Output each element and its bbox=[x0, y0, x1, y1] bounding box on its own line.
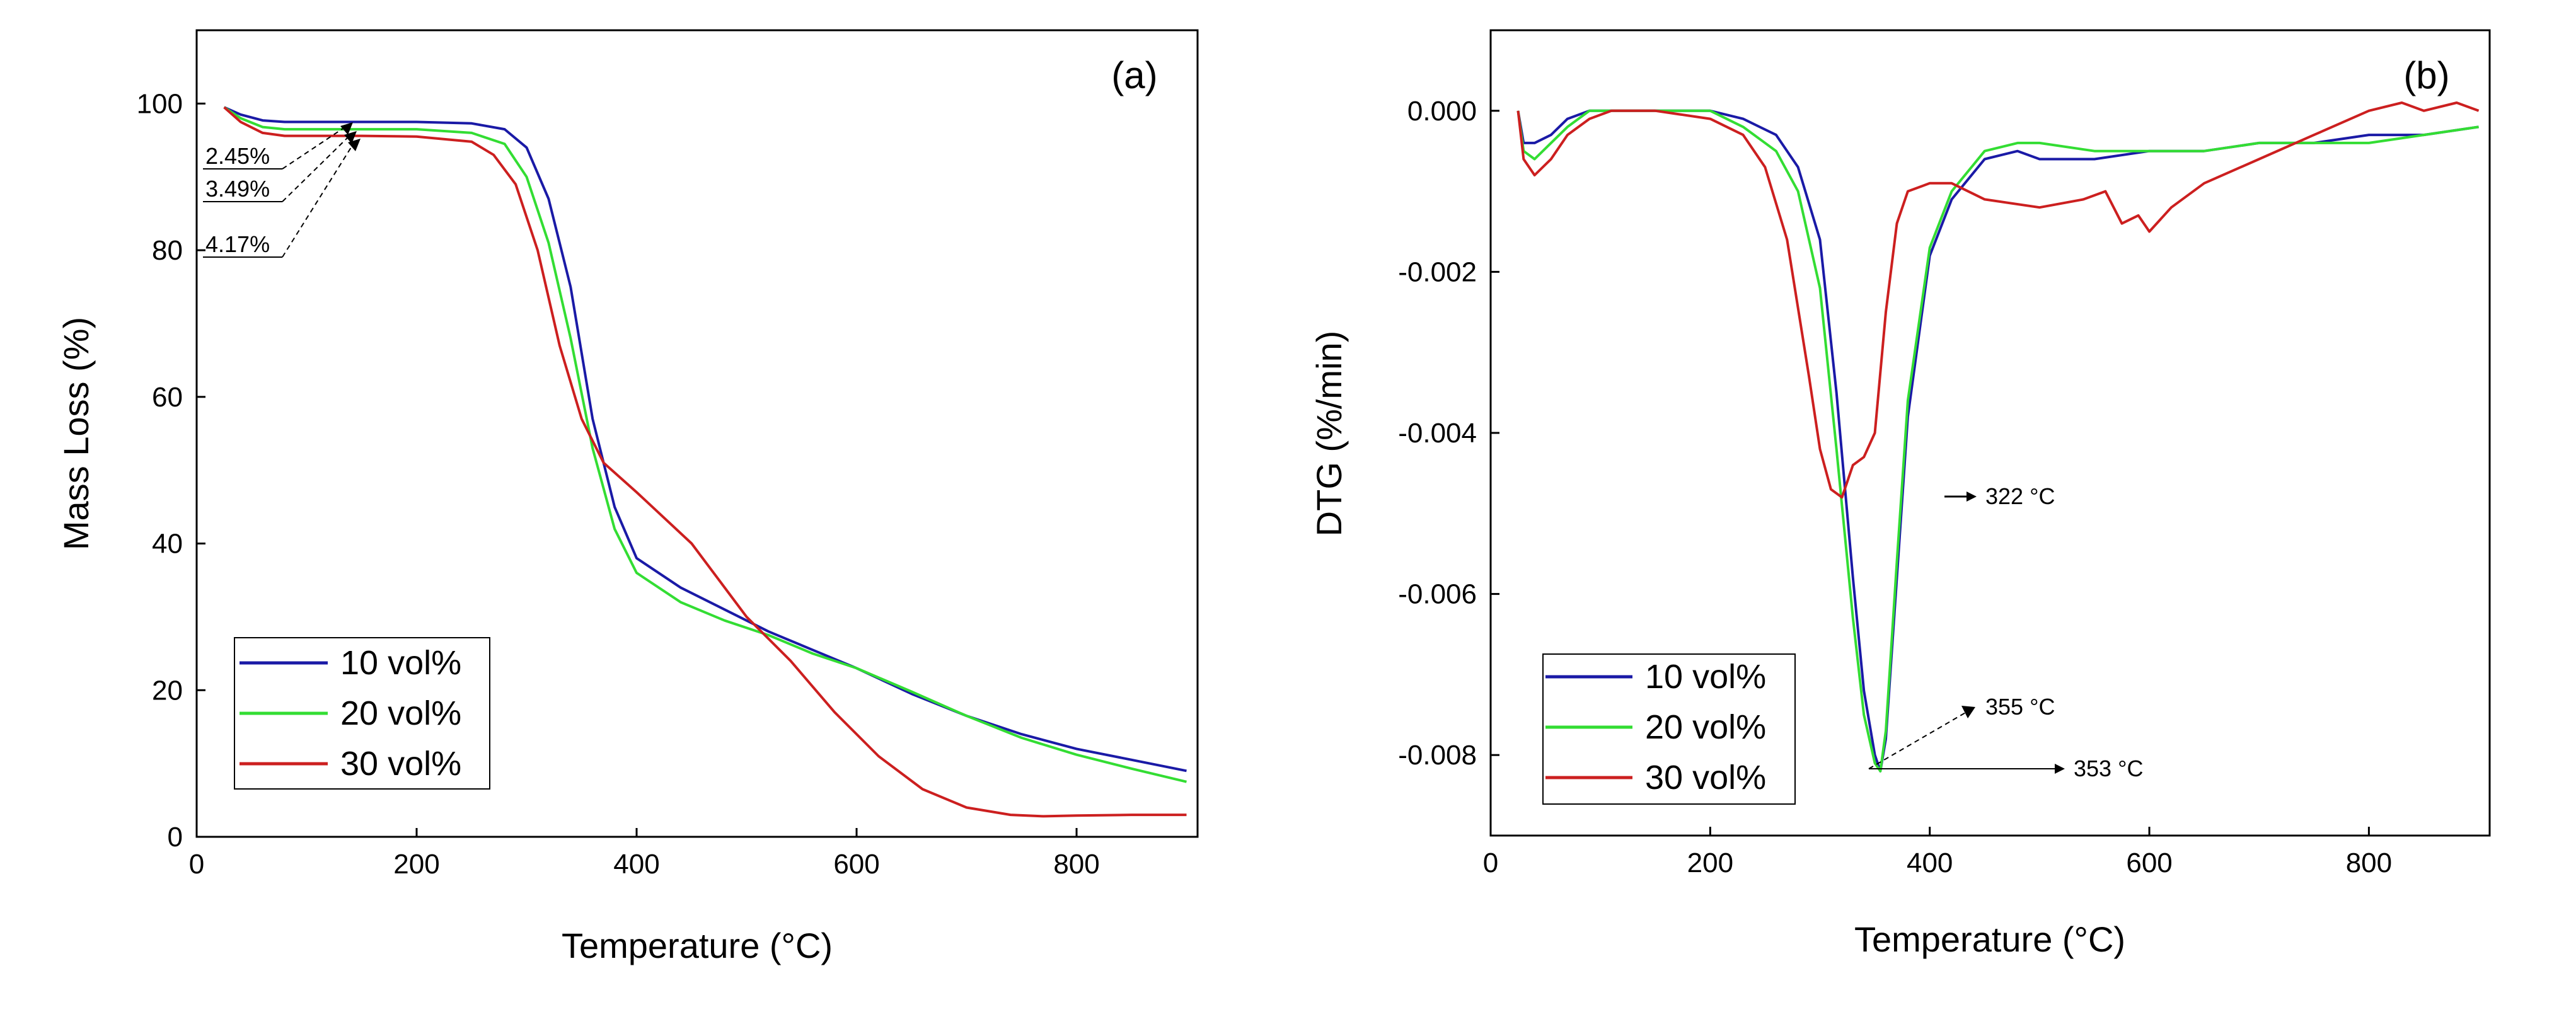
panel-b-y-tick-label: -0.008 bbox=[1398, 740, 1477, 771]
panel-b-x-tick-label: 400 bbox=[1907, 848, 1953, 878]
panel-b-x-tick-label: 800 bbox=[2346, 848, 2392, 878]
panel-b-y-axis-label: DTG (%/min) bbox=[1309, 331, 1349, 537]
annotation-leader-20 bbox=[282, 134, 351, 202]
annotation-arrowheads bbox=[340, 122, 353, 135]
annotation-mass-loss-10: 2.45% bbox=[205, 143, 270, 169]
annotation-leader-30 bbox=[282, 142, 355, 258]
annotation-leader-10 bbox=[282, 125, 347, 170]
panel-b-x-tick-label: 200 bbox=[1687, 848, 1733, 878]
annotation-355-arrowhead bbox=[1961, 706, 1975, 718]
panel-a-legend-label-20: 20 vol% bbox=[340, 694, 461, 732]
panel-a-legend-label-30: 30 vol% bbox=[340, 745, 461, 783]
panel-a-legend: 10 vol% 20 vol% 30 vol% bbox=[234, 637, 490, 790]
annotation-arrowheads-2 bbox=[344, 131, 357, 144]
panel-a-x-tick-label: 800 bbox=[1053, 849, 1099, 880]
panel-a-annotations: 2.45% 3.49% 4.17% bbox=[203, 122, 361, 258]
panel-b-legend: 10 vol% 20 vol% 30 vol% bbox=[1542, 653, 1796, 805]
panel-b-y-tick-label: 0.000 bbox=[1407, 96, 1477, 127]
panel-b-label: (b) bbox=[2403, 54, 2449, 96]
panel-b-legend-box bbox=[1542, 653, 1796, 805]
panel-b: 0 200 400 600 800 0.000 -0.002 -0.004 -0.006 -0.… bbox=[1309, 29, 2491, 959]
panel-b-x-axis-label: Temperature (°C) bbox=[1854, 919, 2125, 959]
panel-b-series-line-30-volpct bbox=[1516, 101, 2480, 499]
panel-a-x-tick-label: 600 bbox=[833, 849, 879, 880]
panel-a-label: (a) bbox=[1111, 54, 1157, 96]
panel-b-y-tick-label: -0.006 bbox=[1398, 579, 1477, 610]
panel-b-series-line-20-volpct bbox=[1516, 109, 2479, 773]
panel-a: 0 200 400 600 800 0 20 40 60 80 100 (a) Temperatu… bbox=[56, 29, 1199, 965]
annotation-355-arrow bbox=[1868, 711, 1967, 769]
panel-b-x-tick-label: 600 bbox=[2126, 848, 2172, 878]
panel-a-y-tick-label: 20 bbox=[152, 675, 183, 706]
panel-a-y-tick-label: 0 bbox=[168, 822, 183, 853]
panel-a-y-axis-label: Mass Loss (%) bbox=[56, 317, 96, 550]
annotation-peak-355: 355 °C bbox=[1985, 694, 2055, 720]
panel-b-legend-label-10: 10 vol% bbox=[1645, 658, 1766, 696]
panel-a-series-line-30-volpct bbox=[223, 106, 1187, 818]
panel-a-y-tick-label: 40 bbox=[152, 529, 183, 560]
panel-a-x-tick-label: 0 bbox=[189, 849, 204, 880]
panel-a-y-tick-label: 100 bbox=[137, 88, 183, 119]
panel-b-y-tick-label: -0.002 bbox=[1398, 256, 1477, 287]
panel-a-y-tick-label: 60 bbox=[152, 382, 183, 413]
panel-a-y-tick-label: 80 bbox=[152, 235, 183, 266]
annotation-353-arrowhead bbox=[2055, 764, 2065, 774]
annotation-peak-353: 353 °C bbox=[2074, 756, 2143, 781]
panel-a-legend-label-10: 10 vol% bbox=[340, 644, 461, 682]
panel-b-annotations: 322 °C 355 °C 353 °C bbox=[1868, 483, 2143, 781]
panel-a-x-axis-label: Temperature (°C) bbox=[562, 926, 833, 965]
panel-b-legend-label-30: 30 vol% bbox=[1645, 759, 1766, 796]
panel-a-x-tick-label: 200 bbox=[393, 849, 439, 880]
panel-b-y-tick-label: -0.004 bbox=[1398, 418, 1477, 449]
panel-a-series-line-20-volpct bbox=[223, 106, 1187, 783]
annotation-mass-loss-20: 3.49% bbox=[205, 176, 270, 202]
panel-a-x-tick-label: 400 bbox=[613, 849, 659, 880]
panel-b-x-tick-label: 0 bbox=[1483, 848, 1498, 878]
annotation-arrowheads-3 bbox=[348, 139, 361, 151]
annotation-322-arrowhead bbox=[1967, 492, 1977, 502]
annotation-mass-loss-30: 4.17% bbox=[205, 231, 270, 257]
panel-a-frame bbox=[195, 29, 1199, 838]
panel-b-legend-label-20: 20 vol% bbox=[1645, 708, 1766, 746]
annotation-peak-322: 322 °C bbox=[1985, 483, 2055, 509]
